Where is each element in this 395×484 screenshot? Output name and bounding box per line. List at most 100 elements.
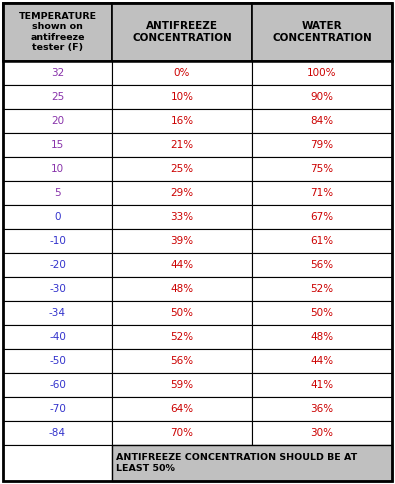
Bar (112, 373, 252, 397)
Bar (112, 157, 252, 181)
Text: 16%: 16% (170, 116, 194, 126)
Bar (3, 373, 112, 397)
Text: 44%: 44% (170, 260, 194, 270)
Text: 71%: 71% (310, 188, 333, 198)
Bar (112, 325, 252, 349)
Text: 56%: 56% (310, 260, 333, 270)
Bar (3, 349, 112, 373)
Text: 52%: 52% (170, 332, 194, 342)
Bar (112, 205, 252, 229)
Text: 30%: 30% (310, 428, 333, 438)
Bar (112, 253, 252, 277)
Bar (3, 109, 112, 133)
Text: 50%: 50% (170, 308, 194, 318)
Text: 52%: 52% (310, 284, 333, 294)
Bar (3, 253, 112, 277)
Text: -10: -10 (49, 236, 66, 246)
Bar (3, 301, 112, 325)
Bar (112, 61, 252, 85)
Bar (252, 325, 392, 349)
Text: TEMPERATURE
shown on
antifreeze
tester (F): TEMPERATURE shown on antifreeze tester (… (19, 12, 96, 52)
Bar (252, 181, 392, 205)
Text: 100%: 100% (307, 68, 337, 78)
Text: WATER
CONCENTRATION: WATER CONCENTRATION (272, 21, 372, 43)
Text: 61%: 61% (310, 236, 333, 246)
Bar (252, 253, 392, 277)
Bar (3, 397, 112, 421)
Bar (252, 277, 392, 301)
Text: 10%: 10% (170, 92, 194, 102)
Bar (3, 157, 112, 181)
Bar (252, 109, 392, 133)
Text: 10: 10 (51, 164, 64, 174)
Text: 25%: 25% (170, 164, 194, 174)
Bar (112, 109, 252, 133)
Text: 50%: 50% (310, 308, 333, 318)
Text: 41%: 41% (310, 380, 333, 390)
Text: -34: -34 (49, 308, 66, 318)
Text: 0: 0 (54, 212, 61, 222)
Text: -40: -40 (49, 332, 66, 342)
Text: -50: -50 (49, 356, 66, 366)
Text: 75%: 75% (310, 164, 333, 174)
Bar (112, 397, 252, 421)
Text: -20: -20 (49, 260, 66, 270)
Text: 15: 15 (51, 140, 64, 150)
Bar (112, 277, 252, 301)
Bar (112, 349, 252, 373)
Bar (252, 301, 392, 325)
Bar (112, 421, 252, 445)
Text: 5: 5 (54, 188, 61, 198)
Bar (112, 229, 252, 253)
Bar (252, 157, 392, 181)
Text: 59%: 59% (170, 380, 194, 390)
Text: 90%: 90% (310, 92, 333, 102)
Bar (252, 421, 392, 445)
Bar (112, 133, 252, 157)
Bar (3, 229, 112, 253)
Bar (112, 181, 252, 205)
Text: 20: 20 (51, 116, 64, 126)
Text: -84: -84 (49, 428, 66, 438)
Bar (3, 85, 112, 109)
Text: 64%: 64% (170, 404, 194, 414)
Text: 21%: 21% (170, 140, 194, 150)
Text: -60: -60 (49, 380, 66, 390)
Text: 79%: 79% (310, 140, 333, 150)
Text: 29%: 29% (170, 188, 194, 198)
Text: 36%: 36% (310, 404, 333, 414)
Bar (3, 133, 112, 157)
Bar (252, 229, 392, 253)
Text: 84%: 84% (310, 116, 333, 126)
Bar (3, 181, 112, 205)
Bar (3, 325, 112, 349)
Bar (252, 349, 392, 373)
Text: 67%: 67% (310, 212, 333, 222)
Bar (252, 3, 392, 61)
Text: 56%: 56% (170, 356, 194, 366)
Bar (112, 445, 392, 481)
Text: -70: -70 (49, 404, 66, 414)
Bar (252, 373, 392, 397)
Bar (252, 205, 392, 229)
Bar (252, 133, 392, 157)
Bar (3, 277, 112, 301)
Text: 44%: 44% (310, 356, 333, 366)
Text: -30: -30 (49, 284, 66, 294)
Bar (3, 421, 112, 445)
Text: 25: 25 (51, 92, 64, 102)
Text: 32: 32 (51, 68, 64, 78)
Bar (3, 61, 112, 85)
Bar (252, 61, 392, 85)
Bar (112, 85, 252, 109)
Text: 39%: 39% (170, 236, 194, 246)
Text: 0%: 0% (174, 68, 190, 78)
Bar (252, 85, 392, 109)
Text: 70%: 70% (170, 428, 194, 438)
Text: ANTIFREEZE
CONCENTRATION: ANTIFREEZE CONCENTRATION (132, 21, 232, 43)
Bar (3, 445, 112, 481)
Text: 48%: 48% (170, 284, 194, 294)
Text: ANTIFREEZE CONCENTRATION SHOULD BE AT
LEAST 50%: ANTIFREEZE CONCENTRATION SHOULD BE AT LE… (116, 454, 357, 473)
Bar (3, 3, 112, 61)
Bar (252, 397, 392, 421)
